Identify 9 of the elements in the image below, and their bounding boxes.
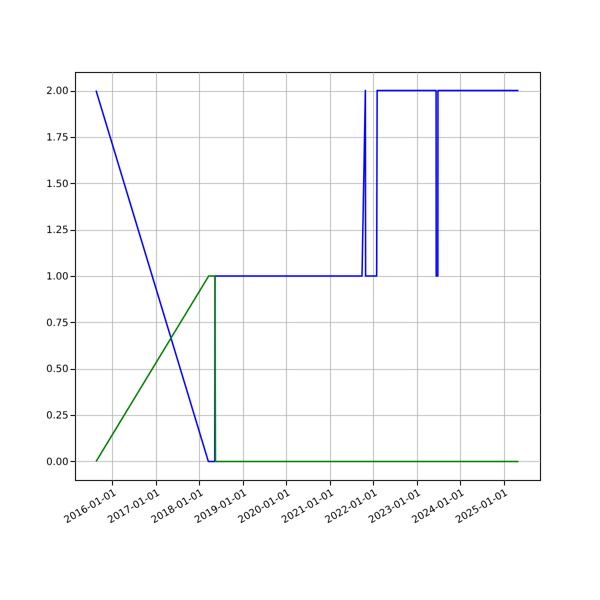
y-tick-label: 1.50 — [46, 178, 68, 190]
y-tick-label: 0.75 — [46, 318, 68, 329]
y-tick-label: 2.00 — [46, 86, 68, 98]
y-tick-label: 1.75 — [46, 132, 68, 144]
y-tick-label: 1.00 — [46, 272, 68, 282]
y-tick-label: 0.00 — [46, 456, 68, 468]
y-tick-label: 0.50 — [46, 364, 68, 376]
y-tick-label: 0.25 — [46, 410, 68, 422]
y-tick-label: 1.25 — [46, 225, 68, 236]
